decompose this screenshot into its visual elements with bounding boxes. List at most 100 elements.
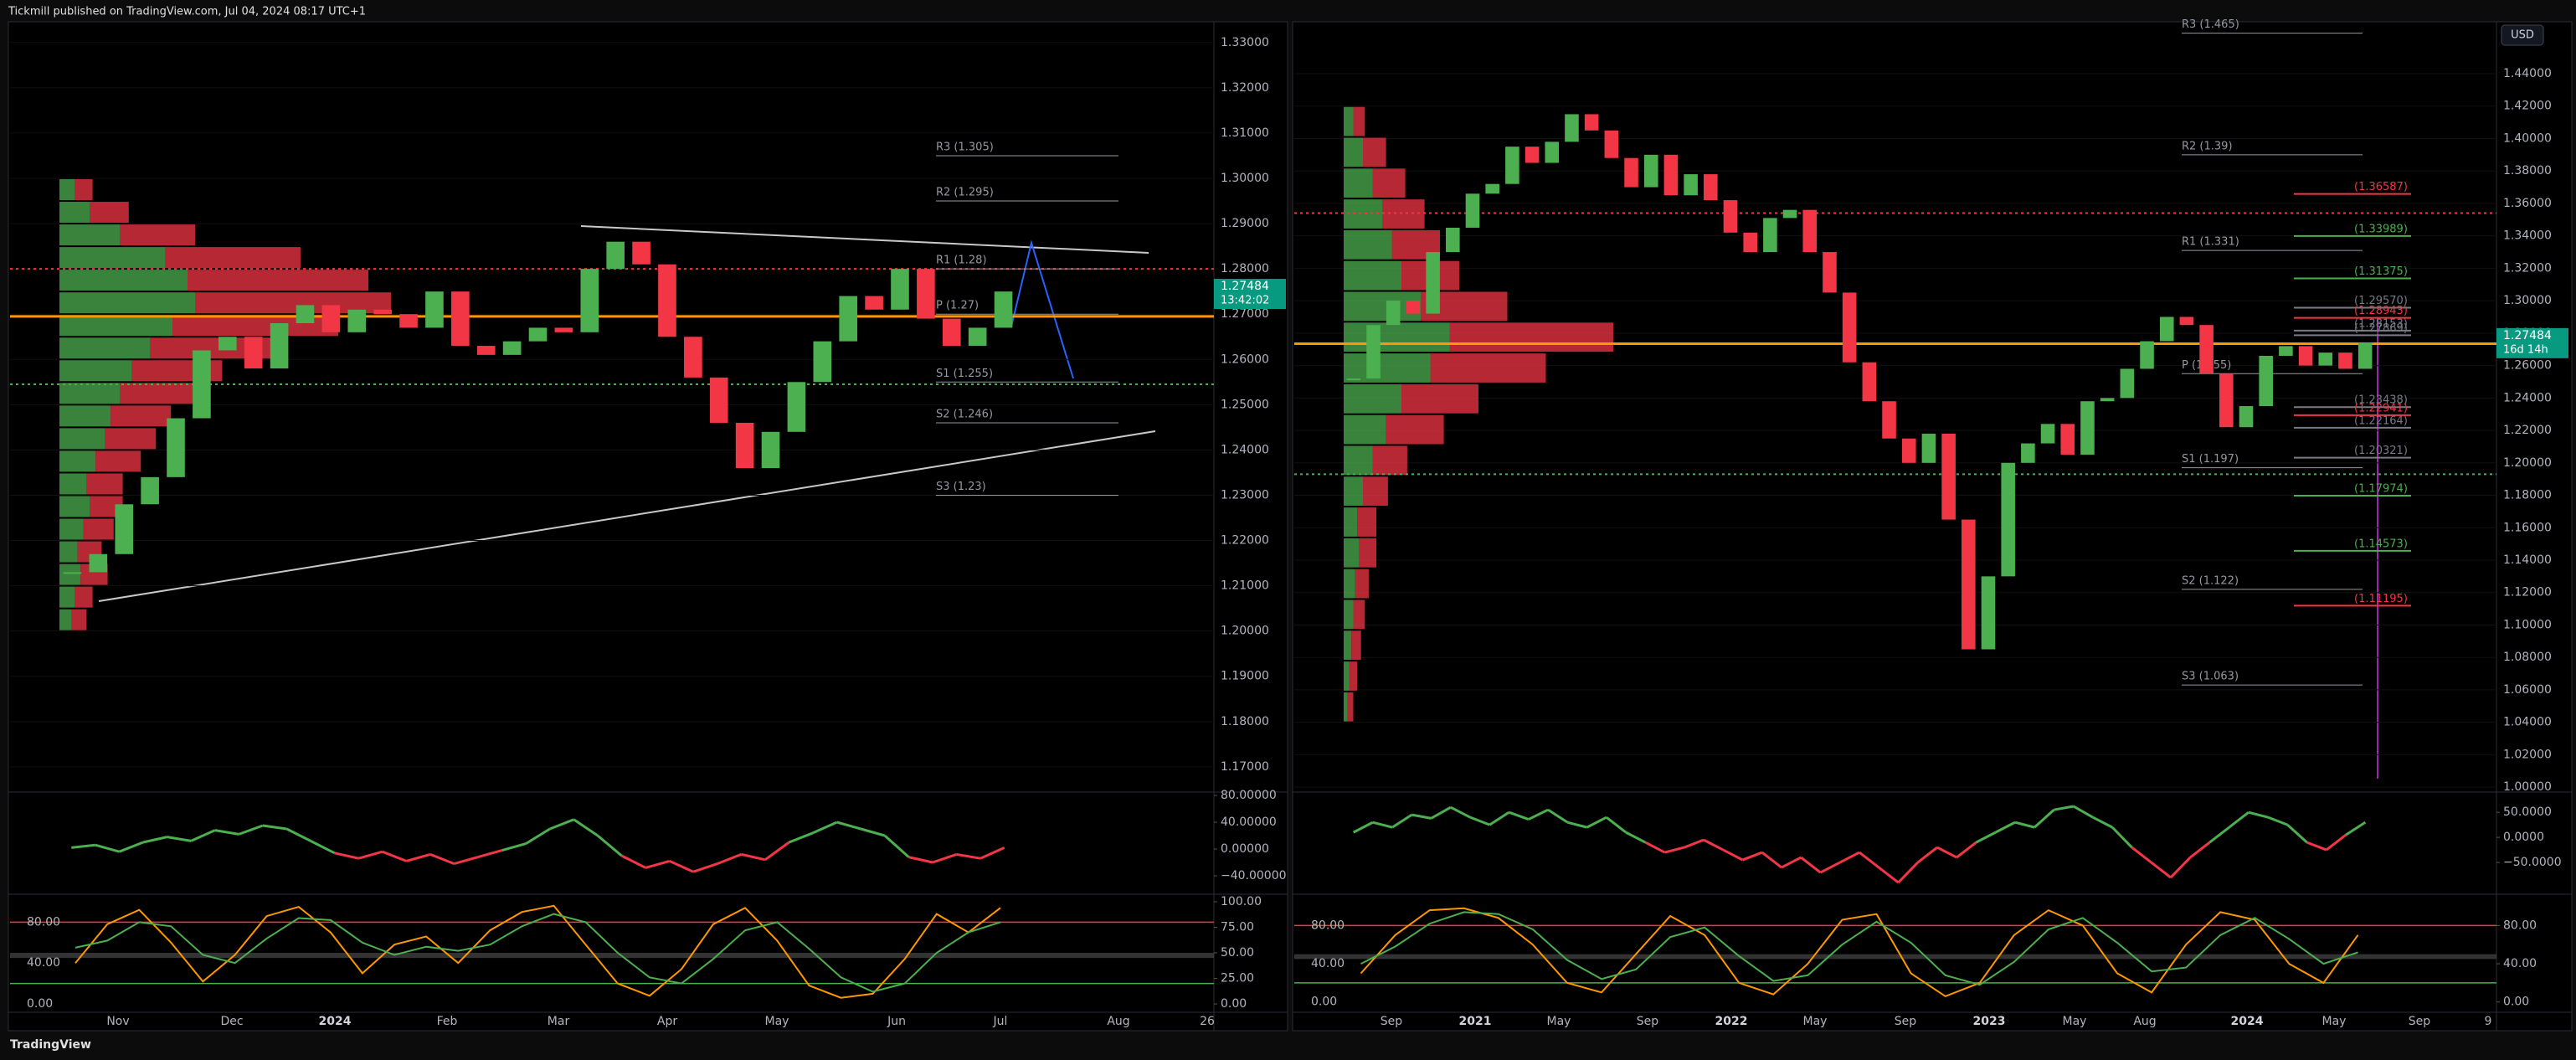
osc-segment [1430, 805, 1452, 820]
candle [1723, 200, 1738, 233]
level-label: (1.14573) [2354, 538, 2408, 550]
level-label: (1.23438) [2354, 394, 2408, 407]
candle [1862, 362, 1877, 402]
profile-sell [75, 178, 93, 201]
profile-sell [86, 473, 123, 495]
osc-segment [1644, 841, 1666, 854]
osc-segment [262, 824, 287, 831]
profile-buy [59, 563, 81, 585]
candle [2199, 325, 2214, 374]
x-tick-label: May [2322, 1015, 2347, 1028]
candle [891, 269, 909, 310]
profile-sell [120, 224, 195, 246]
candle [2021, 443, 2035, 463]
osc-segment [717, 853, 742, 865]
stoch-line [1360, 907, 2359, 998]
candle [658, 264, 676, 337]
y-tick-label: 1.12000 [2503, 586, 2552, 599]
y-tick-label: 1.30000 [1221, 172, 1269, 185]
candle [1525, 147, 1540, 163]
stoch-band [1294, 954, 2496, 960]
osc-segment [741, 852, 766, 862]
countdown-label: 13:42:02 [1221, 295, 1269, 307]
osc-segment [1956, 841, 1977, 859]
osc-segment [1741, 851, 1763, 862]
candle [2259, 355, 2273, 407]
profile-sell [1351, 630, 1361, 661]
x-tick-label: May [2063, 1015, 2087, 1028]
y-tick-label: 1.23000 [1221, 488, 1269, 502]
candle [554, 327, 573, 332]
osc-segment [310, 840, 336, 855]
y-tick-label: 1.02000 [2503, 748, 2552, 761]
candle [2100, 398, 2115, 402]
stoch-left-label: 80.00 [1311, 918, 1345, 932]
profile-sell [1363, 137, 1386, 167]
right-panel [1292, 21, 2573, 1032]
y-tick-label: 1.06000 [2503, 683, 2552, 697]
profile-buy [1344, 445, 1373, 476]
currency-button[interactable] [2501, 24, 2544, 46]
osc-segment [549, 818, 574, 831]
profile-buy [59, 270, 188, 291]
profile-buy [59, 247, 165, 269]
candle [2219, 373, 2234, 428]
candle [1842, 292, 1857, 363]
y-tick-label: 1.21000 [1221, 579, 1269, 593]
profile-sell [1353, 599, 1365, 630]
osc-segment [405, 852, 431, 862]
osc-segment [1450, 805, 1471, 819]
candle [2001, 462, 2015, 577]
x-tick-label: Sep [1381, 1015, 1403, 1028]
pivot-label: P (1.27) [936, 300, 979, 312]
x-tick-label: 26 [1200, 1015, 1215, 1028]
y-tick-label: 1.38000 [2503, 164, 2552, 178]
level-label: (1.33989) [2354, 223, 2408, 235]
x-tick-label: 2021 [1459, 1015, 1492, 1028]
candle [167, 418, 185, 477]
candle [1604, 130, 1619, 158]
candle [1782, 209, 1797, 219]
stoch-line [75, 913, 1001, 993]
osc-segment [2325, 833, 2347, 852]
candle [580, 269, 599, 332]
osc-segment [2072, 805, 2094, 819]
projection-arrow [1010, 239, 1074, 379]
osc-segment [1528, 808, 1549, 821]
stoch-tick-label: 80.00 [2503, 918, 2537, 932]
osc-segment [2111, 826, 2133, 849]
candle [1643, 154, 1658, 188]
candle [1465, 193, 1480, 228]
profile-sell [1347, 692, 1354, 722]
candle [1823, 252, 1837, 293]
osc-segment [979, 846, 1005, 860]
stoch-left-label: 40.00 [27, 956, 60, 970]
candle [942, 318, 961, 347]
candle [994, 291, 1013, 328]
osc-segment [1586, 816, 1607, 829]
profile-buy [1344, 322, 1450, 352]
y-tick-label: 1.19000 [1221, 670, 1269, 683]
osc-segment [454, 856, 479, 866]
candle [2179, 316, 2194, 326]
candle [787, 382, 806, 432]
level-label: (1.22164) [2354, 414, 2408, 427]
profile-sell [75, 586, 93, 608]
osc-segment [1819, 861, 1841, 874]
y-tick-label: 1.26000 [1221, 352, 1269, 366]
candle [425, 291, 444, 328]
trend-line [580, 225, 1149, 254]
candle [1981, 576, 1996, 650]
level-label: (1.36587) [2354, 181, 2408, 193]
osc-segment [645, 859, 671, 869]
osc-segment [2208, 826, 2230, 844]
candle [684, 337, 702, 378]
level-label: (1.11195) [2354, 593, 2408, 605]
osc-segment [1897, 862, 1919, 884]
candle [813, 341, 832, 383]
profile-buy [1344, 383, 1401, 414]
profile-sell [188, 270, 368, 291]
y-tick-label: 1.20000 [2503, 456, 2552, 470]
x-tick-label: Mar [548, 1015, 570, 1028]
osc-segment [1975, 831, 1997, 844]
